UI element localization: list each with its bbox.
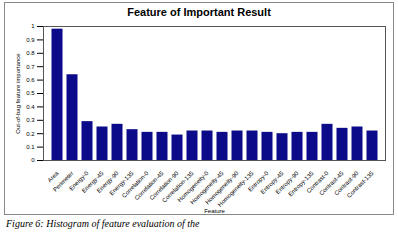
svg-text:0.2: 0.2: [26, 131, 35, 137]
svg-text:Homogeneity-45: Homogeneity-45: [189, 170, 225, 206]
svg-text:Correlation-135: Correlation-135: [161, 170, 195, 204]
svg-text:0.4: 0.4: [26, 104, 35, 110]
html-text:Feature of Important Result: Feature of Important Result: [127, 6, 271, 18]
svg-text:Entropy-45: Entropy-45: [259, 170, 285, 196]
svg-text:0.3: 0.3: [26, 117, 35, 123]
svg-text:Contrast-135: Contrast-135: [346, 170, 375, 199]
svg-text:0: 0: [31, 157, 35, 163]
svg-text:Correlation-90: Correlation-90: [148, 170, 180, 202]
svg-text:Energy-135: Energy-135: [108, 170, 135, 197]
svg-text:0.1: 0.1: [26, 144, 35, 150]
svg-text:Homogeneity-90: Homogeneity-90: [204, 170, 240, 206]
svg-text:Contrast-90: Contrast-90: [333, 170, 360, 197]
svg-text:1: 1: [31, 23, 35, 29]
svg-text:Out-of-bag feature importance: Out-of-bag feature importance: [15, 53, 21, 134]
svg-text:Perimeter: Perimeter: [51, 170, 75, 193]
svg-text:0.8: 0.8: [26, 50, 35, 56]
svg-text:Feature: Feature: [204, 208, 225, 214]
svg-text:Homogeneity-0: Homogeneity-0: [176, 170, 210, 204]
svg-text:0.9: 0.9: [26, 37, 35, 43]
svg-text:Correlation-45: Correlation-45: [133, 170, 165, 202]
svg-text:Entropy-135: Entropy-135: [287, 170, 315, 198]
svg-text:Area: Area: [46, 170, 60, 184]
svg-text:Entropy-90: Entropy-90: [274, 170, 300, 196]
svg-text:Energy-45: Energy-45: [80, 170, 105, 194]
svg-text:Energy-0: Energy-0: [68, 170, 90, 192]
svg-text:Contrast-45: Contrast-45: [318, 170, 345, 197]
svg-text:0.6: 0.6: [26, 77, 35, 83]
svg-text:Homogeneity-135: Homogeneity-135: [216, 170, 255, 208]
svg-text:Contrast-0: Contrast-0: [305, 170, 330, 195]
html-text:Figure 6: Histogram of feature: Figure 6: Histogram of feature evaluatio…: [6, 218, 200, 229]
svg-text:0.7: 0.7: [26, 64, 35, 70]
svg-text:Entropy-0: Entropy-0: [246, 170, 270, 193]
svg-text:0.5: 0.5: [26, 90, 35, 96]
svg-text:Energy-90: Energy-90: [95, 170, 120, 194]
svg-text:Correlation-0: Correlation-0: [120, 170, 150, 199]
